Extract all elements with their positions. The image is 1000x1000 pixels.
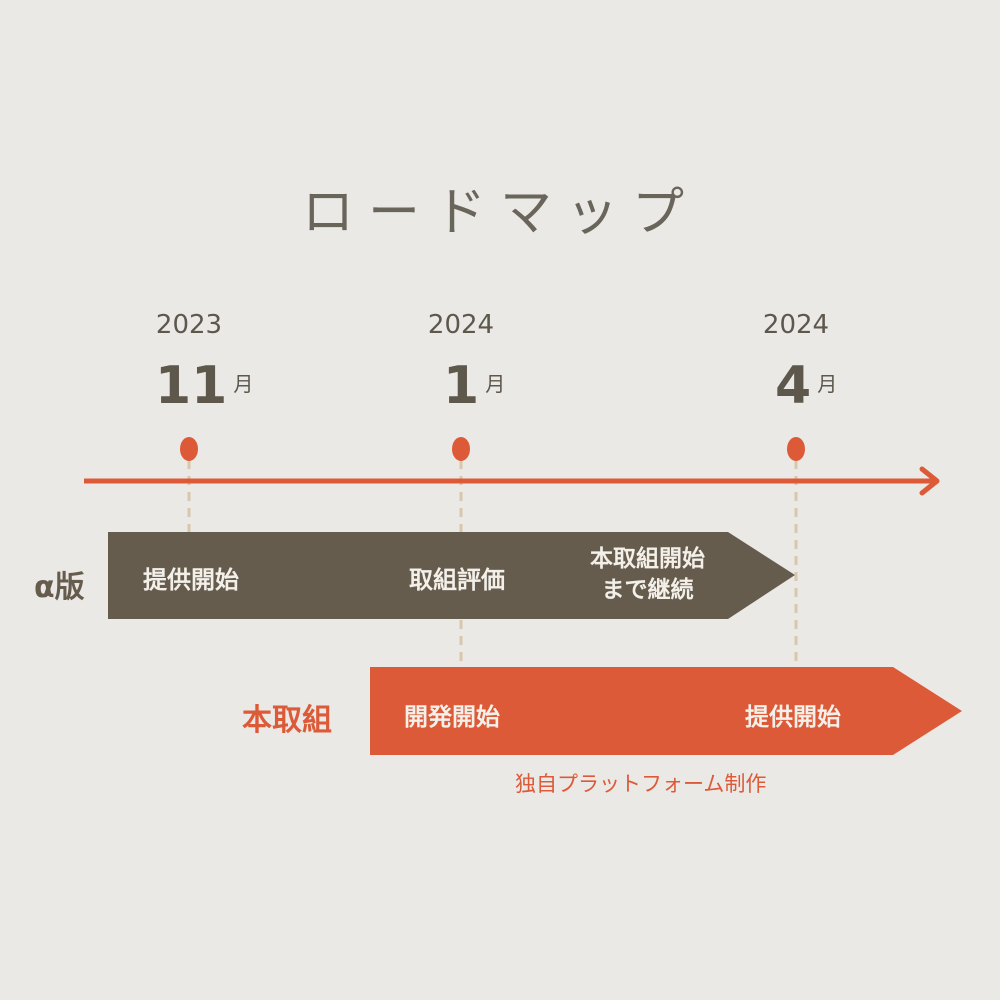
month-number: 11 — [155, 356, 228, 416]
month-unit: 月 — [817, 372, 838, 396]
main-step: 提供開始 — [745, 703, 841, 731]
main-note: 独自プラットフォーム制作 — [515, 772, 767, 796]
main-arrow-bar — [370, 667, 962, 755]
alpha-row-label: α版 — [34, 570, 85, 605]
alpha-arrow-bar — [108, 532, 795, 619]
month-number: 1 — [443, 356, 480, 416]
main-step: 開発開始 — [404, 703, 500, 731]
main-row-label: 本取組 — [242, 703, 332, 738]
year-label: 2023 — [155, 310, 223, 340]
month-unit: 月 — [233, 372, 254, 396]
milestone-dot-jan — [452, 437, 470, 461]
milestone-dot-apr — [787, 437, 805, 461]
page-title: ロードマップ — [301, 183, 698, 243]
month-number: 4 — [775, 356, 812, 416]
year-label: 2024 — [427, 310, 495, 340]
month-unit: 月 — [485, 372, 506, 396]
axis-arrowhead — [919, 466, 940, 496]
year-label: 2024 — [762, 310, 830, 340]
month-label: 11 月 — [155, 356, 253, 416]
milestone-dot-nov — [180, 437, 198, 461]
alpha-step: 提供開始 — [143, 566, 239, 594]
alpha-step: 取組評価 — [409, 566, 505, 594]
alpha-step: 本取組開始 まで継続 — [590, 546, 705, 603]
